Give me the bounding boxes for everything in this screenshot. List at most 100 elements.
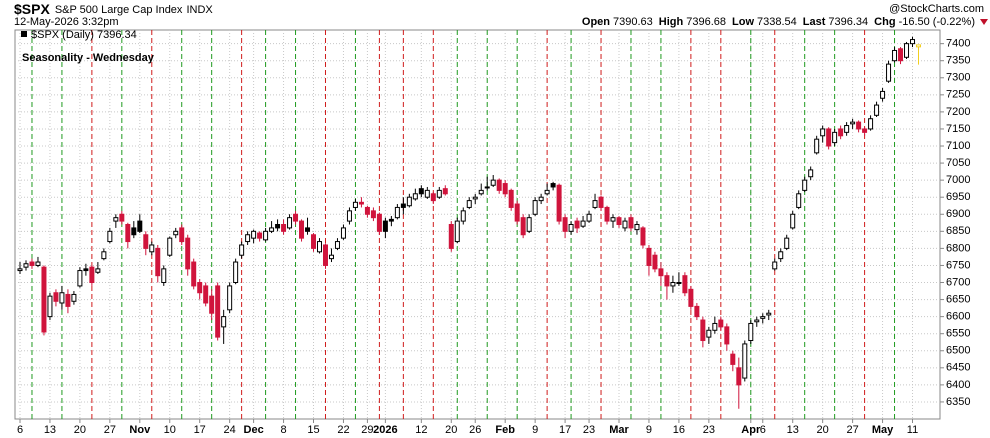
candle-body [251, 230, 257, 239]
x-tick-label: 26 [469, 424, 481, 436]
y-tick-label: 7300 [946, 72, 970, 84]
candle-body [89, 266, 95, 284]
candle-body [676, 282, 682, 285]
candle-body [904, 43, 910, 58]
y-tick-label: 6450 [946, 362, 970, 374]
candle-body [328, 254, 334, 260]
candle-body [101, 251, 107, 260]
candle-body [293, 213, 299, 222]
candle-body [574, 220, 580, 229]
candle-body [628, 217, 634, 229]
y-tick-label: 6700 [946, 276, 970, 288]
candle-body [856, 121, 862, 130]
candle-body [670, 282, 676, 287]
candle-body [364, 206, 370, 215]
candle-body [754, 319, 760, 323]
y-tick-label: 6550 [946, 328, 970, 340]
candle-body [358, 201, 364, 205]
candle-body [83, 268, 89, 272]
quote-value: 7396.34 [828, 16, 868, 28]
x-tick-label: Mar [609, 424, 629, 436]
quote-value: 7396.68 [686, 16, 726, 28]
candle-body [239, 244, 245, 256]
candle-body [616, 217, 622, 226]
candle-body [808, 169, 814, 178]
candle-body [898, 48, 904, 62]
candle-body [658, 268, 664, 277]
candle-body [394, 206, 400, 219]
candle-body [215, 285, 221, 338]
candle-body [119, 213, 125, 222]
x-tick-label: Feb [495, 424, 515, 436]
x-tick-label: Apr [741, 424, 761, 436]
quote-label: High [659, 16, 684, 28]
candle-body [406, 196, 412, 207]
candle-body [113, 217, 119, 222]
candle-body [532, 200, 538, 215]
candle-body [311, 234, 317, 249]
header-line: $SPX S&P 500 Large Cap Index INDX [14, 1, 213, 17]
symbol: $SPX [14, 1, 50, 17]
x-tick-label: 11 [907, 424, 918, 436]
candle-body [730, 353, 736, 365]
candle-body [41, 266, 47, 333]
legend-swatch [21, 31, 27, 37]
candle-body [388, 218, 394, 222]
quote-label: Last [803, 16, 826, 28]
x-tick-label: 6 [760, 424, 766, 436]
candle-body [682, 275, 688, 294]
candle-body [287, 217, 293, 229]
candle-body [886, 63, 892, 82]
candle-body [514, 203, 520, 222]
candle-body [167, 237, 173, 256]
candle-body [125, 224, 131, 243]
candle-body [107, 230, 113, 243]
candle-body [233, 261, 239, 284]
x-tick-label: 12 [415, 424, 427, 436]
candle-body [77, 270, 83, 287]
candle-body [53, 292, 59, 302]
change-arrow [980, 19, 988, 25]
candle-body [203, 285, 209, 304]
candle-body [706, 329, 712, 338]
x-tick-label: 15 [307, 424, 319, 436]
candle-body [592, 200, 598, 208]
candle-body [436, 189, 442, 198]
candle-body [802, 179, 808, 191]
candle-body [466, 200, 472, 208]
x-tick-label: 16 [673, 424, 685, 436]
x-tick-label: 27 [846, 424, 858, 436]
candle-body [23, 263, 29, 268]
candle-body [736, 367, 742, 386]
x-tick-label: 13 [787, 424, 799, 436]
candle-body [257, 232, 263, 239]
candle-body [478, 189, 484, 195]
quote-value: -16.50 (-0.22%) [899, 16, 975, 28]
candle-body [424, 189, 430, 198]
candle-body [209, 295, 215, 314]
candle-body [610, 217, 616, 222]
y-tick-label: 6650 [946, 293, 970, 305]
quote-label: Chg [874, 16, 895, 28]
candle-body [221, 316, 227, 328]
candle-body [191, 261, 197, 287]
chart-title: Seasonality - Wednesday [22, 52, 155, 64]
candle-body [161, 268, 167, 284]
candle-body [263, 230, 269, 241]
candle-body [820, 128, 826, 137]
candle-body [778, 251, 784, 260]
x-tick-label: 22 [337, 424, 349, 436]
y-tick-label: 7400 [946, 38, 970, 50]
candle-body [269, 227, 275, 232]
candle-body [418, 188, 424, 195]
candle-body [173, 230, 179, 236]
candle-body [850, 121, 856, 125]
x-tick-label: May [872, 424, 894, 436]
y-tick-label: 7200 [946, 106, 970, 118]
y-tick-label: 6900 [946, 208, 970, 220]
candle-body [604, 206, 610, 222]
candle-body [832, 131, 838, 144]
candle-body [59, 292, 65, 304]
candle-body [868, 118, 874, 130]
plot-frame [14, 29, 941, 420]
